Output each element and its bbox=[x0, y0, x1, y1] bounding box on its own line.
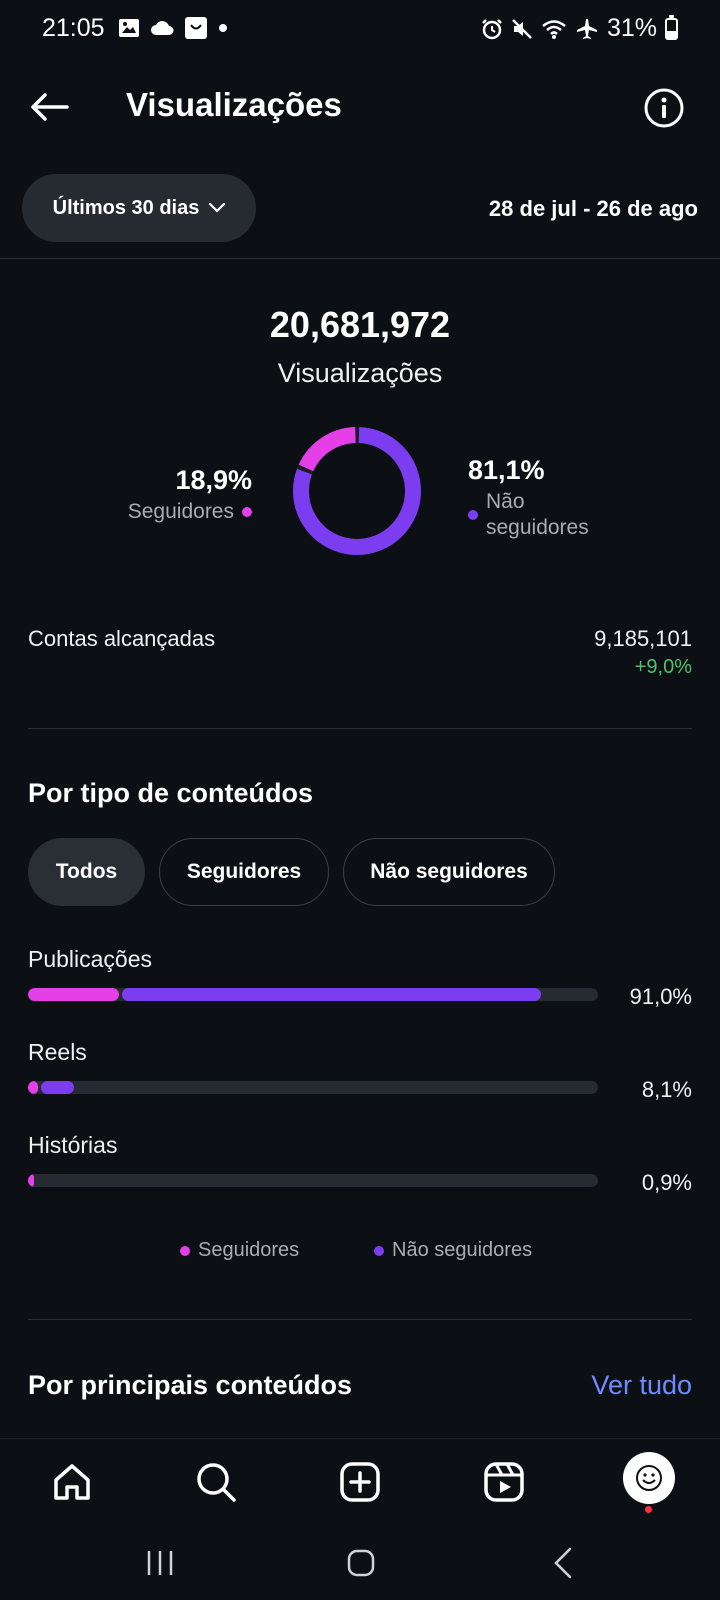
followers-dot bbox=[242, 507, 252, 517]
chevron-down-icon bbox=[209, 203, 226, 213]
nav-create[interactable] bbox=[332, 1454, 388, 1510]
total-views-value: 20,681,972 bbox=[269, 304, 451, 345]
legend-non-followers-label: Não seguidores bbox=[392, 1239, 533, 1261]
content-type-pct-reels: 8,1% bbox=[641, 1077, 692, 1102]
non-followers-percent: 81,1% bbox=[468, 455, 545, 485]
battery-icon bbox=[665, 14, 678, 40]
status-right: 31% bbox=[481, 14, 678, 43]
accounts-reached-change: +9,0% bbox=[634, 656, 692, 678]
cloud-icon bbox=[151, 21, 174, 35]
arrow-left-icon bbox=[31, 93, 69, 121]
home-icon bbox=[54, 1464, 90, 1500]
content-type-bar-posts bbox=[28, 988, 598, 1001]
top-content-title: Por principais conteúdos bbox=[28, 1370, 353, 1400]
nav-home[interactable] bbox=[44, 1454, 100, 1510]
shopping-bag-icon bbox=[185, 17, 207, 39]
image-icon bbox=[119, 19, 139, 37]
tab-non-followers[interactable]: Não seguidores bbox=[343, 838, 555, 906]
recents-icon bbox=[147, 1551, 173, 1575]
accounts-reached-label: Contas alcançadas bbox=[28, 626, 216, 651]
content-type-label-posts: Publicações bbox=[28, 946, 153, 972]
battery-percent: 31% bbox=[606, 14, 657, 42]
profile-notification-dot bbox=[645, 1506, 652, 1513]
legend-followers-dot bbox=[180, 1245, 190, 1256]
non-followers-legend-line2: seguidores bbox=[486, 516, 589, 539]
smiley-avatar-icon bbox=[636, 1465, 662, 1491]
system-back-button[interactable] bbox=[533, 1540, 593, 1586]
nav-profile-avatar[interactable] bbox=[623, 1452, 675, 1504]
search-icon bbox=[197, 1463, 236, 1502]
system-home-button[interactable] bbox=[331, 1540, 391, 1586]
non-followers-legend: Não seguidores bbox=[468, 489, 589, 541]
info-icon bbox=[644, 88, 684, 128]
legend-non-followers-dot bbox=[374, 1245, 384, 1256]
followers-legend: Seguidores bbox=[128, 500, 252, 524]
tab-followers[interactable]: Seguidores bbox=[159, 838, 329, 906]
status-time: 21:05 bbox=[42, 14, 105, 42]
bar-segment-followers bbox=[28, 988, 120, 1001]
content-type-label-reels: Reels bbox=[28, 1039, 87, 1065]
status-left-icons bbox=[118, 16, 229, 40]
legend-followers: Seguidores bbox=[180, 1239, 299, 1262]
mute-icon bbox=[512, 18, 532, 39]
donut-segment-non-followers bbox=[293, 427, 421, 555]
total-views-label: Visualizações bbox=[277, 358, 443, 388]
followers-legend-label: Seguidores bbox=[127, 500, 234, 523]
section-divider-2 bbox=[28, 1319, 692, 1320]
bar-segment-non-followers bbox=[41, 1081, 75, 1094]
status-bar: 21:05 31% bbox=[0, 0, 720, 62]
date-range-dropdown-label: Últimos 30 dias bbox=[52, 196, 200, 219]
content-type-bar-stories bbox=[28, 1174, 598, 1187]
header-divider bbox=[0, 258, 720, 259]
page-title: Visualizações bbox=[126, 86, 342, 123]
nav-reels[interactable] bbox=[476, 1454, 532, 1510]
bar-segment-non-followers bbox=[122, 988, 541, 1001]
content-type-pct-posts: 91,0% bbox=[629, 984, 692, 1009]
content-type-label-stories: Histórias bbox=[28, 1132, 118, 1158]
content-type-pct-stories: 0,9% bbox=[641, 1170, 692, 1195]
date-range-dropdown[interactable]: Últimos 30 dias bbox=[22, 174, 256, 242]
content-types-title: Por tipo de conteúdos bbox=[28, 778, 314, 808]
section-divider bbox=[28, 728, 692, 729]
chevron-left-icon bbox=[554, 1547, 572, 1579]
bar-segment-followers bbox=[28, 1081, 39, 1094]
legend-non-followers: Não seguidores bbox=[374, 1239, 532, 1262]
followers-percent: 18,9% bbox=[175, 465, 252, 495]
system-recents-button[interactable] bbox=[130, 1540, 190, 1586]
bar-segment-followers bbox=[28, 1174, 34, 1187]
see-all-link[interactable]: Ver tudo bbox=[591, 1370, 692, 1400]
tab-all[interactable]: Todos bbox=[28, 838, 145, 906]
wifi-icon bbox=[542, 19, 566, 39]
dot-icon bbox=[219, 24, 227, 32]
alarm-icon bbox=[482, 18, 502, 39]
create-icon bbox=[340, 1462, 380, 1502]
back-button[interactable] bbox=[26, 84, 72, 130]
accounts-reached-value: 9,185,101 bbox=[594, 626, 692, 651]
airplane-icon bbox=[576, 18, 597, 39]
date-range-text: 28 de jul - 26 de ago bbox=[488, 196, 698, 221]
info-button[interactable] bbox=[642, 86, 686, 130]
non-followers-dot bbox=[468, 510, 478, 520]
home-outline-icon bbox=[347, 1549, 375, 1577]
non-followers-legend-line1: Não bbox=[486, 490, 525, 513]
reels-icon bbox=[484, 1462, 524, 1502]
views-donut-chart bbox=[293, 427, 421, 555]
legend-followers-label: Seguidores bbox=[198, 1239, 300, 1261]
nav-search[interactable] bbox=[188, 1454, 244, 1510]
content-type-bar-reels bbox=[28, 1081, 598, 1094]
